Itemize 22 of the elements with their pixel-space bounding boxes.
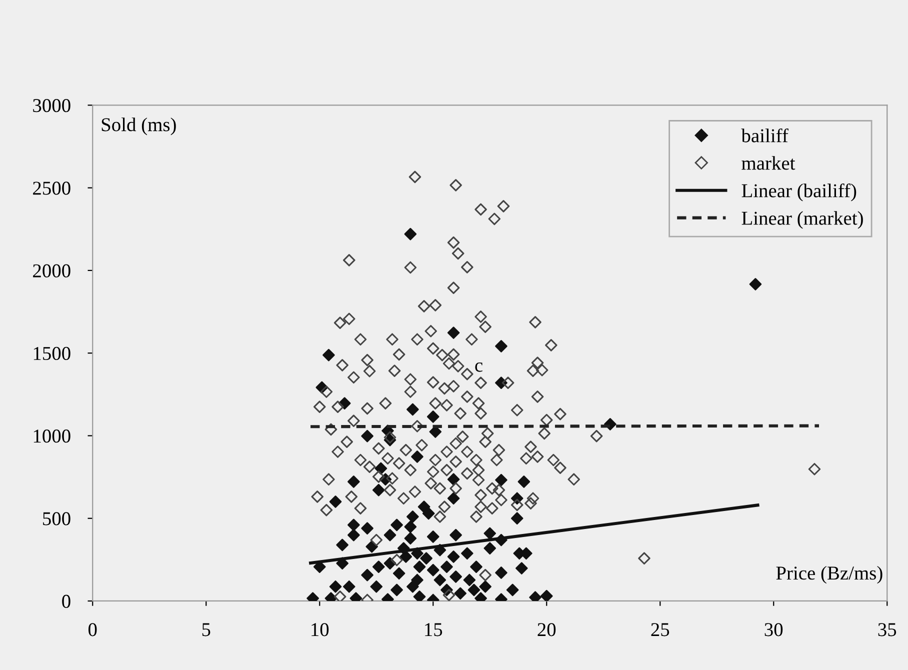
y-tick-label: 500 [43, 512, 70, 526]
legend-label: market [742, 156, 796, 170]
legend-label: bailiff [741, 128, 788, 142]
x-tick-label: 20 [538, 623, 556, 636]
annotation: c [475, 362, 482, 372]
legend-label: Linear (market) [742, 211, 863, 229]
x-axis-title: Price (Bz/ms) [776, 566, 882, 584]
y-tick-label: 0 [62, 594, 70, 608]
y-tick-label: 3000 [33, 99, 70, 112]
x-tick-label: 15 [425, 623, 442, 636]
x-tick-label: 5 [202, 623, 210, 636]
y-tick-label: 2000 [33, 264, 70, 278]
x-tick-label: 35 [878, 623, 896, 636]
legend-label: Linear (bailiff) [742, 183, 856, 202]
x-tick-label: 25 [651, 623, 670, 636]
x-tick-label: 30 [764, 623, 783, 636]
x-tick-label: 10 [312, 623, 329, 636]
y-tick-label: 1500 [34, 346, 70, 360]
y-tick-label: 2500 [33, 182, 70, 195]
y-axis-title: Sold (ms) [102, 118, 176, 136]
y-tick-label: 1000 [34, 430, 70, 443]
x-tick-label: 0 [88, 623, 97, 636]
